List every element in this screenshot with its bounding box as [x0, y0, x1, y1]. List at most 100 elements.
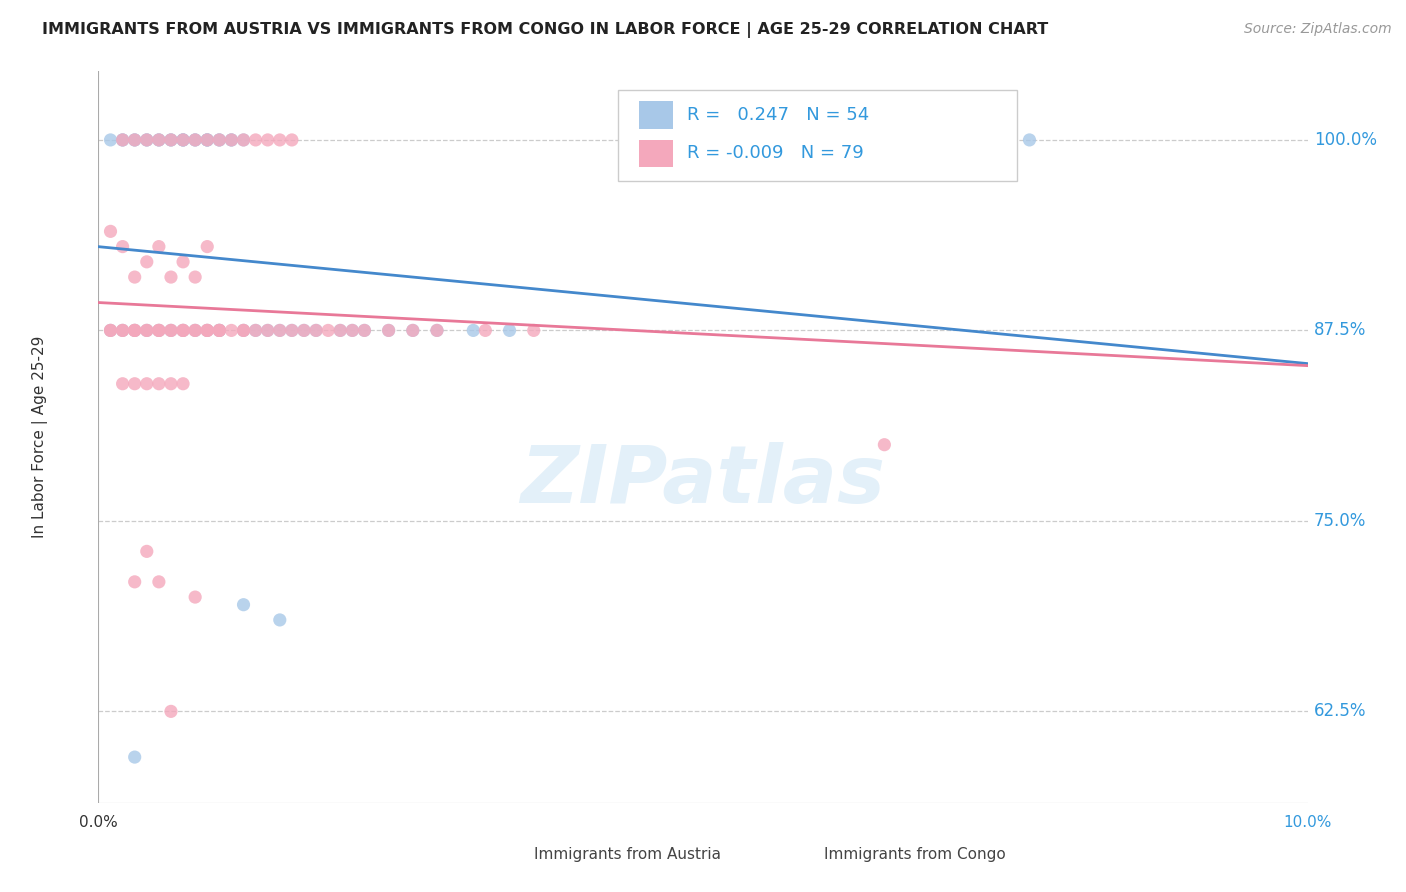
Point	[269, 613, 291, 627]
Point	[135, 323, 157, 337]
Text: R = -0.009   N = 79: R = -0.009 N = 79	[688, 145, 865, 162]
Point	[111, 133, 134, 147]
Point	[100, 224, 122, 238]
Point	[221, 323, 243, 337]
Point	[208, 133, 231, 147]
Point	[305, 323, 328, 337]
Point	[256, 323, 278, 337]
Point	[523, 323, 546, 337]
Point	[184, 323, 207, 337]
Bar	[787, 845, 810, 863]
Point	[160, 323, 183, 337]
Point	[232, 598, 254, 612]
Point	[160, 376, 183, 391]
Point	[208, 133, 231, 147]
Point	[281, 133, 304, 147]
Point	[316, 323, 339, 337]
Point	[195, 323, 218, 337]
Text: 10.0%: 10.0%	[1284, 815, 1331, 830]
Text: ZIPatlas: ZIPatlas	[520, 442, 886, 520]
Text: 87.5%: 87.5%	[1313, 321, 1367, 340]
Point	[402, 323, 425, 337]
Point	[135, 133, 157, 147]
Point	[195, 133, 218, 147]
Point	[124, 323, 146, 337]
Text: Immigrants from Congo: Immigrants from Congo	[824, 847, 1005, 862]
Point	[232, 133, 254, 147]
Text: 100.0%: 100.0%	[1313, 131, 1376, 149]
Point	[195, 323, 218, 337]
Point	[148, 323, 170, 337]
Point	[232, 133, 254, 147]
Point	[245, 133, 267, 147]
Point	[160, 270, 183, 285]
Point	[256, 133, 278, 147]
Point	[148, 323, 170, 337]
Point	[172, 133, 194, 147]
Bar	[638, 139, 673, 168]
Text: 75.0%: 75.0%	[1313, 512, 1367, 530]
Bar	[498, 845, 519, 863]
Point	[426, 323, 449, 337]
Point	[100, 323, 122, 337]
Point	[111, 323, 134, 337]
Point	[111, 133, 134, 147]
Point	[208, 323, 231, 337]
Point	[269, 323, 291, 337]
Text: R =   0.247   N = 54: R = 0.247 N = 54	[688, 106, 869, 124]
Point	[184, 133, 207, 147]
Point	[232, 323, 254, 337]
Point	[160, 323, 183, 337]
Point	[195, 133, 218, 147]
Text: IMMIGRANTS FROM AUSTRIA VS IMMIGRANTS FROM CONGO IN LABOR FORCE | AGE 25-29 CORR: IMMIGRANTS FROM AUSTRIA VS IMMIGRANTS FR…	[42, 22, 1049, 38]
Point	[474, 323, 496, 337]
Point	[172, 323, 194, 337]
Point	[269, 323, 291, 337]
Point	[195, 133, 218, 147]
Point	[172, 133, 194, 147]
Point	[148, 133, 170, 147]
Point	[292, 323, 315, 337]
Point	[184, 323, 207, 337]
Point	[195, 239, 218, 253]
Point	[172, 323, 194, 337]
Point	[342, 323, 364, 337]
Point	[329, 323, 352, 337]
Point	[208, 323, 231, 337]
Point	[124, 376, 146, 391]
Point	[135, 323, 157, 337]
Point	[498, 323, 520, 337]
FancyBboxPatch shape	[619, 90, 1018, 181]
Text: 0.0%: 0.0%	[79, 815, 118, 830]
Point	[124, 750, 146, 764]
Point	[208, 133, 231, 147]
Point	[208, 323, 231, 337]
Point	[184, 323, 207, 337]
Point	[100, 323, 122, 337]
Point	[160, 133, 183, 147]
Point	[111, 323, 134, 337]
Point	[160, 323, 183, 337]
Point	[148, 376, 170, 391]
Point	[269, 133, 291, 147]
Point	[245, 323, 267, 337]
Point	[148, 133, 170, 147]
Point	[232, 323, 254, 337]
Point	[148, 323, 170, 337]
Point	[148, 239, 170, 253]
Point	[195, 323, 218, 337]
Point	[342, 323, 364, 337]
Point	[124, 133, 146, 147]
Point	[111, 133, 134, 147]
Point	[184, 133, 207, 147]
Point	[184, 133, 207, 147]
Point	[221, 133, 243, 147]
Point	[208, 323, 231, 337]
Point	[232, 323, 254, 337]
Point	[195, 133, 218, 147]
Point	[172, 323, 194, 337]
Point	[160, 704, 183, 718]
Point	[100, 133, 122, 147]
Point	[135, 544, 157, 558]
Point	[111, 323, 134, 337]
